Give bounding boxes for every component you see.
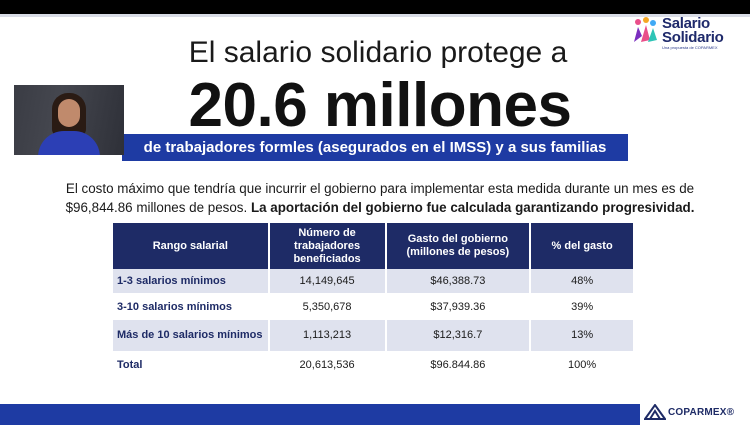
coparmex-logo-icon [644, 404, 666, 420]
table-cell: $37,939.36 [385, 294, 532, 320]
table-row: 1-3 salarios mínimos 14,149,645 $46,388.… [113, 269, 635, 295]
slide-title: El salario solidario protege a [188, 36, 568, 69]
presenter-face [58, 99, 80, 127]
coparmex-registered-mark: ® [726, 407, 735, 418]
table-cell: 5,350,678 [268, 294, 387, 320]
table-header-cell: % del gasto [530, 223, 635, 269]
table-cell: 20,613,536 [268, 352, 387, 379]
table-cell: Total [113, 352, 270, 379]
slide-headline-number: 20.6 millones [188, 71, 572, 140]
headline-banner-text: de trabajadores formles (asegurados en e… [143, 139, 607, 156]
logo-title-line1: Salario [662, 15, 710, 32]
logo-title-line2: Solidario [662, 29, 724, 46]
table-header-cell: Gasto del gobierno (millones de pesos) [385, 223, 532, 269]
salario-solidario-emblem-icon [634, 17, 657, 42]
cost-paragraph: El costo máximo que tendría que incurrir… [40, 179, 720, 217]
table-cell: $96.844.86 [385, 352, 532, 379]
table-cell: $12,316.7 [385, 319, 532, 353]
table-row: 3-10 salarios mínimos 5,350,678 $37,939.… [113, 294, 635, 320]
coparmex-logo: COPARMEX® [644, 403, 744, 423]
table-header-row: Rango salarial Número de trabajadores be… [113, 223, 635, 269]
table-header-cell: Rango salarial [113, 223, 270, 269]
table-header-cell: Número de trabajadores beneficiados [268, 223, 387, 269]
cost-paragraph-bold: La aportación del gobierno fue calculada… [250, 200, 695, 215]
table-cell: $46,388.73 [385, 269, 532, 295]
salary-range-table: Rango salarial Número de trabajadores be… [113, 223, 635, 379]
table-cell: 1-3 salarios mínimos [113, 269, 270, 295]
presentation-slide: Salario Solidario Una propuesta de COPAR… [0, 14, 750, 425]
top-accent-bar [0, 14, 750, 17]
table-cell: 39% [530, 294, 635, 320]
headline-banner [122, 134, 628, 161]
presenter-video-thumbnail[interactable] [14, 85, 124, 155]
coparmex-brand: COPARMEX [668, 407, 727, 418]
table-cell: 1,113,213 [268, 319, 387, 353]
table-row: Más de 10 salarios mínimos 1,113,213 $12… [113, 319, 635, 353]
salario-solidario-logo: Salario Solidario Una propuesta de COPAR… [628, 14, 744, 50]
table-total-row: Total 20,613,536 $96.844.86 100% [113, 352, 635, 379]
coparmex-wordmark: COPARMEX® [668, 407, 734, 418]
table-cell: 3-10 salarios mínimos [113, 294, 270, 320]
table-cell: 14,149,645 [268, 269, 387, 295]
table-cell: Más de 10 salarios mínimos [113, 319, 270, 353]
table-cell: 100% [530, 352, 635, 379]
table-cell: 48% [530, 269, 635, 295]
bottom-accent-bar [0, 404, 640, 425]
table-cell: 13% [530, 319, 635, 353]
logo-tagline: Una propuesta de COPARMEX [662, 45, 718, 50]
cost-paragraph-normal: El costo máximo que tendría que incurrir… [65, 181, 695, 215]
